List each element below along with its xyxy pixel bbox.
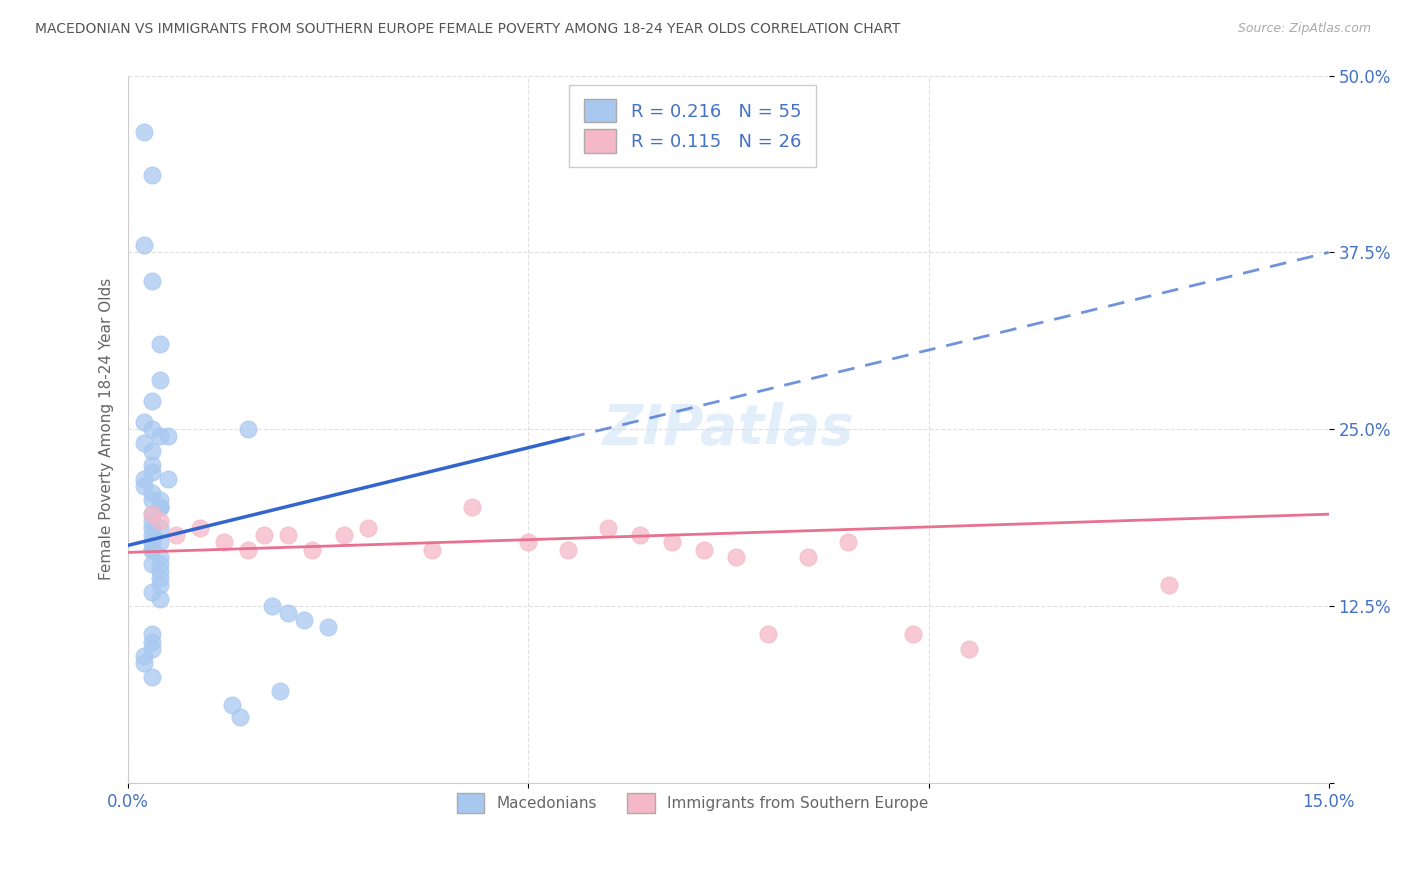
Point	[253, 528, 276, 542]
Point	[141, 458, 163, 472]
Point	[758, 627, 780, 641]
Point	[598, 521, 620, 535]
Point	[141, 507, 163, 521]
Point	[333, 528, 356, 542]
Point	[149, 564, 172, 578]
Point	[134, 479, 156, 493]
Text: ZIPatlas: ZIPatlas	[603, 402, 855, 457]
Point	[517, 535, 540, 549]
Point	[149, 578, 172, 592]
Text: Source: ZipAtlas.com: Source: ZipAtlas.com	[1237, 22, 1371, 36]
Point	[134, 472, 156, 486]
Point	[165, 528, 187, 542]
Point	[318, 620, 340, 634]
Point	[229, 709, 252, 723]
Legend: Macedonians, Immigrants from Southern Europe: Macedonians, Immigrants from Southern Eu…	[444, 780, 941, 825]
Point	[238, 542, 260, 557]
Point	[141, 486, 163, 500]
Point	[141, 557, 163, 571]
Point	[149, 592, 172, 607]
Point	[141, 535, 163, 549]
Point	[149, 521, 172, 535]
Point	[149, 549, 172, 564]
Point	[901, 627, 924, 641]
Point	[797, 549, 820, 564]
Point	[149, 493, 172, 508]
Point	[149, 500, 172, 515]
Point	[277, 528, 299, 542]
Point	[188, 521, 211, 535]
Point	[141, 585, 163, 599]
Point	[157, 472, 180, 486]
Point	[141, 443, 163, 458]
Point	[238, 422, 260, 436]
Point	[141, 507, 163, 521]
Point	[1157, 578, 1180, 592]
Point	[149, 571, 172, 585]
Point	[141, 394, 163, 409]
Point	[141, 493, 163, 508]
Point	[141, 514, 163, 528]
Point	[149, 500, 172, 515]
Point	[134, 238, 156, 252]
Point	[461, 500, 484, 515]
Point	[134, 415, 156, 429]
Point	[725, 549, 748, 564]
Point	[149, 429, 172, 443]
Point	[214, 535, 236, 549]
Point	[661, 535, 683, 549]
Point	[149, 514, 172, 528]
Point	[141, 521, 163, 535]
Point	[141, 168, 163, 182]
Point	[141, 634, 163, 648]
Point	[221, 698, 243, 713]
Point	[157, 429, 180, 443]
Y-axis label: Female Poverty Among 18-24 Year Olds: Female Poverty Among 18-24 Year Olds	[100, 278, 114, 581]
Point	[134, 656, 156, 670]
Point	[277, 606, 299, 620]
Point	[149, 557, 172, 571]
Point	[141, 465, 163, 479]
Point	[141, 274, 163, 288]
Point	[141, 422, 163, 436]
Point	[357, 521, 380, 535]
Point	[149, 373, 172, 387]
Point	[141, 627, 163, 641]
Point	[837, 535, 859, 549]
Point	[141, 528, 163, 542]
Point	[628, 528, 651, 542]
Text: MACEDONIAN VS IMMIGRANTS FROM SOUTHERN EUROPE FEMALE POVERTY AMONG 18-24 YEAR OL: MACEDONIAN VS IMMIGRANTS FROM SOUTHERN E…	[35, 22, 900, 37]
Point	[141, 641, 163, 656]
Point	[301, 542, 323, 557]
Point	[134, 125, 156, 139]
Point	[693, 542, 716, 557]
Point	[141, 542, 163, 557]
Point	[957, 641, 980, 656]
Point	[149, 500, 172, 515]
Point	[149, 535, 172, 549]
Point	[557, 542, 579, 557]
Point	[141, 670, 163, 684]
Point	[134, 648, 156, 663]
Point	[262, 599, 284, 614]
Point	[422, 542, 444, 557]
Point	[292, 613, 315, 627]
Point	[149, 337, 172, 351]
Point	[269, 684, 291, 698]
Point	[134, 436, 156, 450]
Point	[141, 542, 163, 557]
